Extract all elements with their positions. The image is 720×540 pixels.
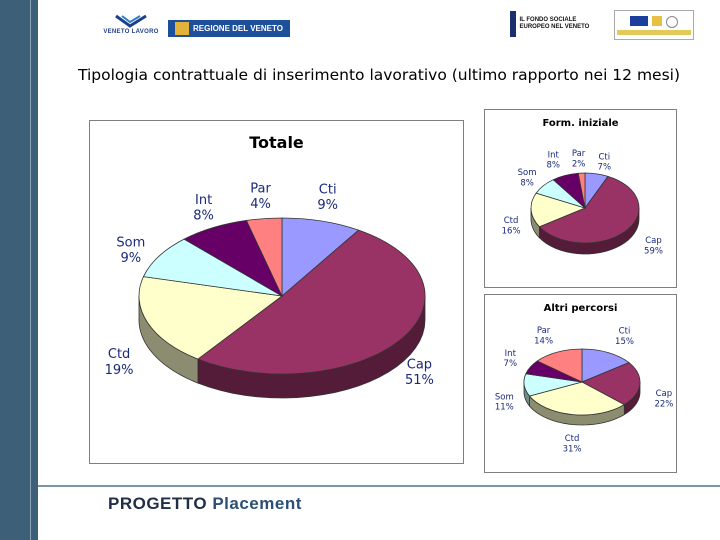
slice-label-ctd: Ctd 19% — [105, 347, 134, 378]
regione-veneto-logo: REGIONE DEL VENETO — [168, 20, 290, 37]
pie-slice-cap — [197, 229, 426, 375]
chart-title: Totale — [249, 133, 304, 152]
pie-slice-ctd — [528, 381, 626, 416]
page-title: Tipologia contrattuale di inserimento la… — [78, 66, 681, 84]
slice-label-par: Par 14% — [534, 326, 553, 346]
slice-label-int: Int 7% — [504, 349, 518, 369]
lion-icon — [175, 22, 190, 35]
veneto-lavoro-text: VENETO LAVORO — [103, 29, 159, 35]
slice-label-par: Par 4% — [250, 182, 271, 213]
pie-slice-ctd — [138, 276, 284, 360]
slice-label-int: Int 8% — [546, 151, 560, 171]
regione-flag-icon — [652, 15, 662, 26]
regione-veneto-text: REGIONE DEL VENETO — [193, 24, 283, 33]
pie-slice-ctd — [530, 192, 587, 228]
slice-label-ctd: Ctd 16% — [502, 216, 521, 236]
pie-slice-cap — [538, 175, 640, 244]
pie-svg: Form. iniziale Cti 7% Cap 59% Ctd 16% Som 8% Int 8… — [502, 118, 663, 256]
slice-label-som: Som 11% — [495, 393, 514, 413]
footer-logo: PROGETTO Placement — [108, 494, 302, 514]
slice-label-cap: Cap 51% — [405, 357, 434, 388]
pie-slice-cti — [581, 348, 630, 383]
slice-label-cti: Cti 9% — [317, 183, 338, 214]
veneto-lavoro-mark-icon — [115, 14, 147, 28]
veneto-lavoro-logo: VENETO LAVORO — [100, 8, 162, 40]
pie-svg: Totale Cti 9% Cap 51% Ctd 19% Som 9% Int 8% Par 4% — [105, 133, 434, 399]
eu-strip — [617, 29, 691, 35]
chart-title: Form. iniziale — [542, 118, 618, 129]
slice-label-ctd: Ctd 31% — [563, 434, 582, 454]
footer-placement: Placement — [212, 494, 302, 513]
slice-label-cti: Cti 7% — [598, 152, 612, 172]
slice-label-cti: Cti 15% — [615, 327, 634, 347]
pie-slice-par — [536, 348, 583, 383]
footer-progetto: PROGETTO — [108, 494, 208, 513]
pie-slice-som — [142, 238, 283, 297]
eu-italy-logos — [614, 10, 694, 40]
slice-label-cap: Cap 22% — [654, 389, 673, 409]
fse-text: IL FONDO SOCIALE EUROPEO NEL VENETO — [519, 17, 590, 30]
chart-title: Altri percorsi — [544, 303, 618, 314]
italy-emblem-icon — [666, 15, 678, 28]
footer-divider — [38, 485, 720, 487]
pie-slice-cti — [281, 217, 360, 297]
fse-logo: IL FONDO SOCIALE EUROPEO NEL VENETO — [510, 10, 590, 38]
pie-slice-par — [245, 217, 283, 297]
slice-label-cap: Cap 59% — [644, 236, 663, 256]
chart-altri-percorsi: Altri percorsi Cti 15% Cap 22% Ctd 31% Som 11% In… — [484, 294, 677, 473]
pie-svg: Altri percorsi Cti 15% Cap 22% Ctd 31% Som 11% In… — [495, 303, 674, 454]
slice-label-int: Int 8% — [193, 193, 214, 224]
eu-flag-icon — [630, 15, 648, 26]
slice-label-som: Som 8% — [518, 168, 537, 188]
slice-label-som: Som 9% — [116, 235, 145, 266]
left-sidebar — [0, 0, 38, 540]
pie-slice-cap — [581, 362, 641, 406]
slice-label-par: Par 2% — [572, 149, 586, 169]
sidebar-line — [30, 0, 31, 540]
pie-slice-par — [577, 172, 586, 209]
chart-form-iniziale: Form. iniziale Cti 7% Cap 59% Ctd 16% Som 8% Int 8… — [484, 109, 677, 288]
fse-flag-icon — [510, 11, 516, 37]
header — [38, 0, 720, 52]
chart-totale: Totale Cti 9% Cap 51% Ctd 19% Som 9% Int 8% Par 4% — [89, 120, 464, 464]
